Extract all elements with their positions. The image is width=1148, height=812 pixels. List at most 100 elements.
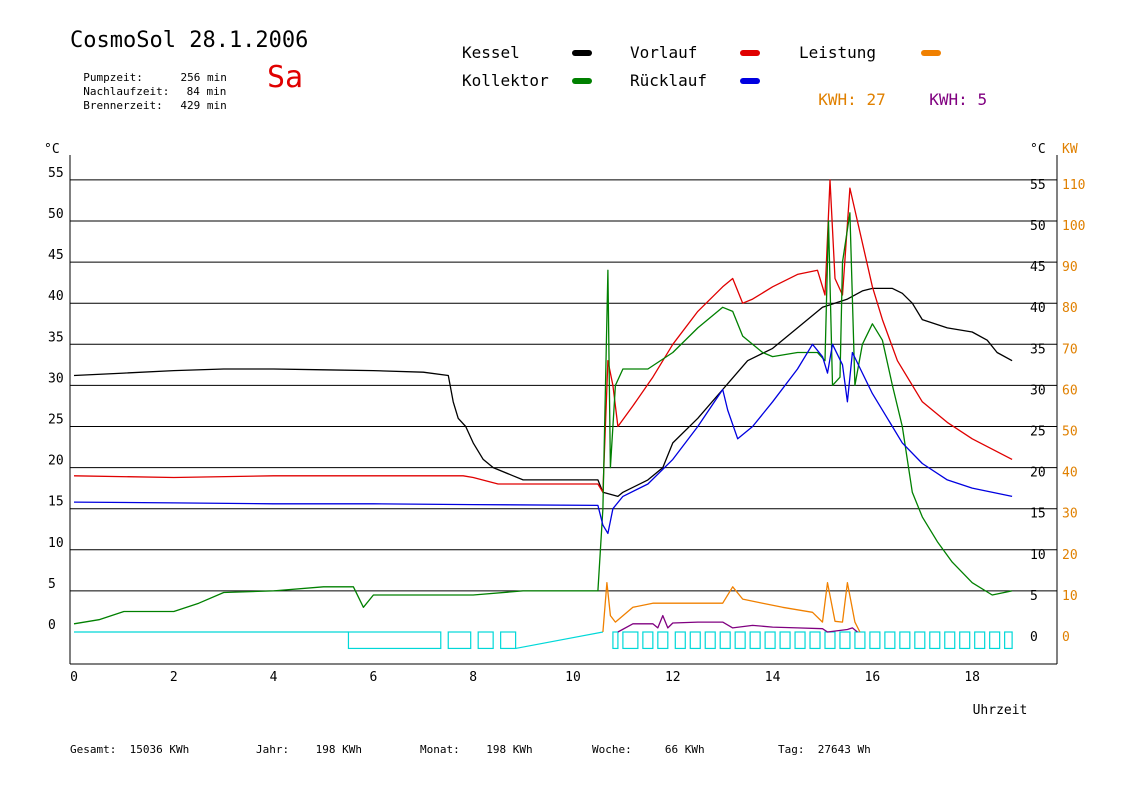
x-tick-4: 4 [270, 670, 278, 685]
footer-tag: Tag: 27643 Wh [778, 743, 871, 756]
chart-axes [69, 155, 1058, 665]
kw-tick-50: 50 [1062, 425, 1078, 440]
gesamt-label: Gesamt: [70, 743, 117, 756]
pump-interval-15 [779, 631, 791, 650]
kwh-solar-label: KWH: [929, 90, 968, 109]
y-tick-right-10: 10 [1030, 548, 1046, 563]
series-line-rcklauf [73, 343, 1013, 535]
pump-interval-21 [869, 631, 881, 650]
y-tick-right-55: 55 [1030, 178, 1046, 193]
pump-interval-17 [809, 631, 821, 650]
brennerzeit-stat: Brennerzeit: 429 min [70, 86, 227, 112]
monat-label: Monat: [420, 743, 460, 756]
nachlaufzeit-label: Nachlaufzeit: [83, 85, 170, 98]
pump-interval-6 [642, 631, 654, 650]
x-axis-label: Uhrzeit [973, 703, 1028, 718]
pump-interval-22 [884, 631, 896, 650]
footer-jahr: Jahr: 198 KWh [256, 743, 362, 756]
x-tick-14: 14 [765, 670, 781, 685]
pump-interval-27 [959, 631, 971, 650]
kw-tick-10: 10 [1062, 589, 1078, 604]
monat-value: 198 KWh [486, 743, 533, 756]
y-tick-left-45: 45 [48, 248, 64, 263]
y-tick-left-30: 30 [48, 371, 64, 386]
pump-interval-30 [1004, 631, 1013, 650]
axis-labels: 0055101015152020252530303535404045455050… [44, 142, 1085, 718]
y-tick-left-0: 0 [48, 618, 56, 633]
pump-status-series [74, 631, 1013, 650]
y-tick-left-25: 25 [48, 413, 64, 428]
footer-woche: Woche: 66 KWh [592, 743, 705, 756]
y-tick-right-25: 25 [1030, 425, 1046, 440]
pump-interval-12 [734, 631, 746, 650]
chart-series [73, 179, 1013, 633]
pump-interval-0 [347, 631, 442, 650]
y-tick-left-15: 15 [48, 495, 64, 510]
chart-title: CosmoSol 28.1.2006 [70, 28, 309, 53]
y-axis-label-left: °C [44, 142, 60, 157]
brennerzeit-value: 429 min [180, 99, 227, 112]
kw-tick-0: 0 [1062, 630, 1070, 645]
y-tick-right-0: 0 [1030, 630, 1038, 645]
brennerzeit-label: Brennerzeit: [83, 99, 163, 112]
legend-kwh-solar: KWH: 5 [910, 71, 987, 109]
footer-monat: Monat: 198 KWh [420, 743, 533, 756]
y-tick-left-5: 5 [48, 577, 56, 592]
nachlaufzeit-stat: Nachlaufzeit: 84 min [70, 72, 226, 98]
pump-interval-20 [854, 631, 866, 650]
legend-kollektor-swatch [572, 78, 592, 84]
y-tick-left-20: 20 [48, 454, 64, 469]
pump-interval-16 [794, 631, 806, 650]
y-tick-left-40: 40 [48, 289, 64, 304]
kwh-solar-value: 5 [977, 90, 988, 109]
legend-vorlauf-label: Vorlauf [630, 43, 698, 62]
pump-interval-13 [749, 631, 761, 650]
y-tick-right-15: 15 [1030, 507, 1046, 522]
pump-interval-3 [500, 631, 517, 650]
y-tick-right-30: 30 [1030, 383, 1046, 398]
footer-gesamt: Gesamt: 15036 KWh [70, 743, 189, 756]
pump-interval-28 [974, 631, 986, 650]
pump-interval-9 [689, 631, 701, 650]
y-tick-left-35: 35 [48, 330, 64, 345]
tag-label: Tag: [778, 743, 805, 756]
jahr-label: Jahr: [256, 743, 290, 756]
kw-tick-30: 30 [1062, 507, 1078, 522]
pump-interval-2 [477, 631, 494, 650]
pump-interval-19 [839, 631, 851, 650]
kwh-leistung-label: KWH: [818, 90, 857, 109]
x-tick-18: 18 [964, 670, 980, 685]
pump-interval-7 [657, 631, 669, 650]
gesamt-value: 15036 KWh [129, 743, 190, 756]
pump-interval-26 [944, 631, 956, 650]
pumpzeit-label: Pumpzeit: [83, 71, 143, 84]
kw-tick-100: 100 [1062, 219, 1085, 234]
pump-interval-25 [929, 631, 941, 650]
grid-lines [70, 179, 1057, 592]
legend-ruecklauf-swatch [740, 78, 760, 84]
x-tick-16: 16 [865, 670, 881, 685]
legend-kwh-leistung: KWH: 27 [799, 71, 885, 109]
x-tick-0: 0 [70, 670, 78, 685]
y-tick-left-50: 50 [48, 207, 64, 222]
tag-value: 27643 Wh [817, 743, 871, 756]
legend-leistung-swatch [921, 50, 941, 56]
y-tick-left-55: 55 [48, 166, 64, 181]
y-tick-left-10: 10 [48, 536, 64, 551]
kw-tick-20: 20 [1062, 548, 1078, 563]
legend-vorlauf-swatch [740, 50, 760, 56]
pump-interval-14 [764, 631, 776, 650]
y-tick-right-20: 20 [1030, 466, 1046, 481]
x-tick-6: 6 [369, 670, 377, 685]
jahr-value: 198 KWh [315, 743, 362, 756]
kw-tick-70: 70 [1062, 342, 1078, 357]
series-line-kessel [73, 287, 1013, 498]
series-line-kollektor [73, 212, 1013, 625]
series-line-kwh [617, 614, 858, 633]
y-tick-right-50: 50 [1030, 219, 1046, 234]
pump-interval-4 [612, 631, 619, 650]
pump-interval-5 [622, 631, 639, 650]
y-tick-right-5: 5 [1030, 589, 1038, 604]
x-tick-10: 10 [565, 670, 581, 685]
